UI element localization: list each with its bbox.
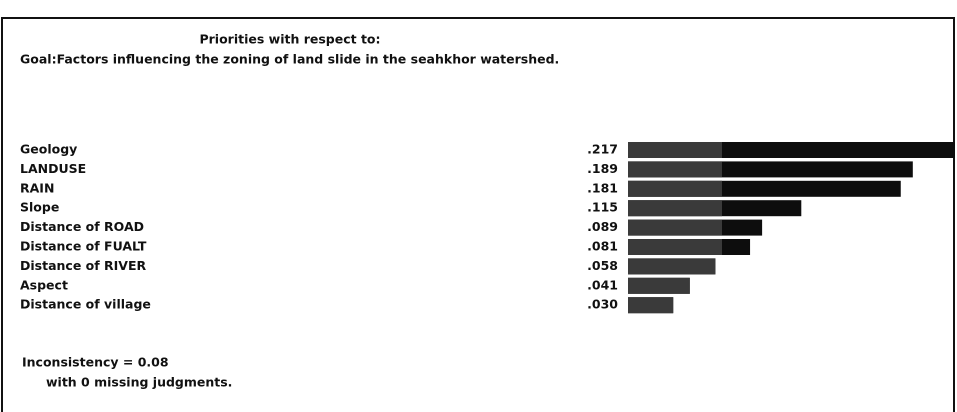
category-label: RAIN [20, 180, 54, 195]
category-label: Distance of ROAD [20, 219, 144, 234]
bar-shade [628, 297, 673, 313]
category-label: Distance of village [20, 297, 151, 312]
inconsistency: Inconsistency = 0.08 [22, 355, 169, 370]
value-label: .030 [587, 297, 618, 312]
page: Priorities with respect to: Goal:Factors… [0, 0, 957, 412]
bar-shade [628, 220, 722, 236]
category-label: LANDUSE [20, 161, 86, 176]
category-label: Slope [20, 200, 59, 215]
category-label: Distance of FUALT [20, 239, 147, 254]
bar-shade [628, 239, 722, 255]
value-label: .189 [587, 161, 618, 176]
value-label: .217 [587, 142, 618, 157]
frame [2, 18, 954, 412]
category-label: Geology [20, 142, 77, 157]
value-label: .181 [587, 180, 618, 195]
value-label: .058 [587, 258, 618, 273]
bar-shade [628, 181, 722, 197]
category-label: Aspect [20, 277, 68, 292]
bar-shade [628, 161, 722, 177]
chart-title: Priorities with respect to: [199, 32, 380, 47]
category-label: Distance of RIVER [20, 258, 147, 273]
bar-shade [628, 142, 722, 158]
chart-subtitle: Goal:Factors influencing the zoning of l… [20, 52, 559, 67]
value-label: .081 [587, 239, 618, 254]
chart: Priorities with respect to: Goal:Factors… [0, 0, 957, 412]
value-label: .089 [587, 219, 618, 234]
value-label: .041 [587, 277, 618, 292]
value-label: .115 [587, 200, 618, 215]
missing-judgments: with 0 missing judgments. [46, 375, 232, 390]
bar-shade [628, 278, 690, 294]
bar-shade [628, 200, 722, 216]
bar-shade [628, 258, 715, 274]
